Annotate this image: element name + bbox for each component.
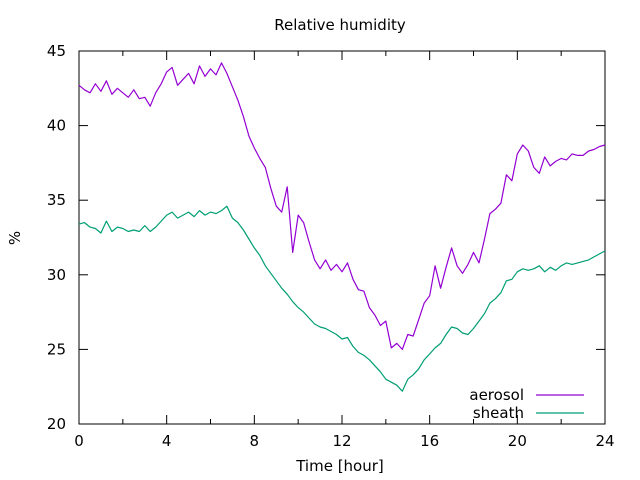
series-line-aerosol [78, 62, 606, 350]
series-line-sheath [78, 205, 606, 392]
x-tick-label: 8 [250, 432, 260, 450]
legend-label-sheath: sheath [473, 404, 524, 422]
series-lines [78, 62, 606, 392]
x-tick-labels: 0 4 8 12 16 20 24 [74, 432, 614, 450]
y-tick-label: 35 [47, 191, 66, 209]
x-tick-label: 20 [508, 432, 527, 450]
x-tick-label: 0 [74, 432, 84, 450]
y-tick-label: 45 [47, 42, 66, 60]
axis-ticks [78, 50, 606, 425]
legend-label-aerosol: aerosol [469, 386, 524, 404]
chart-title: Relative humidity [274, 16, 406, 34]
x-tick-label: 4 [162, 432, 172, 450]
y-tick-label: 25 [47, 340, 66, 358]
y-tick-label: 20 [47, 415, 66, 433]
x-tick-label: 24 [595, 432, 614, 450]
x-tick-label: 12 [332, 432, 351, 450]
x-axis-label: Time [hour] [295, 457, 384, 475]
y-tick-label: 40 [47, 117, 66, 135]
y-axis-label: % [6, 231, 24, 245]
x-tick-label: 16 [420, 432, 439, 450]
y-tick-label: 30 [47, 266, 66, 284]
plot-frame [78, 50, 606, 425]
y-tick-labels: 20 25 30 35 40 45 [47, 42, 66, 433]
